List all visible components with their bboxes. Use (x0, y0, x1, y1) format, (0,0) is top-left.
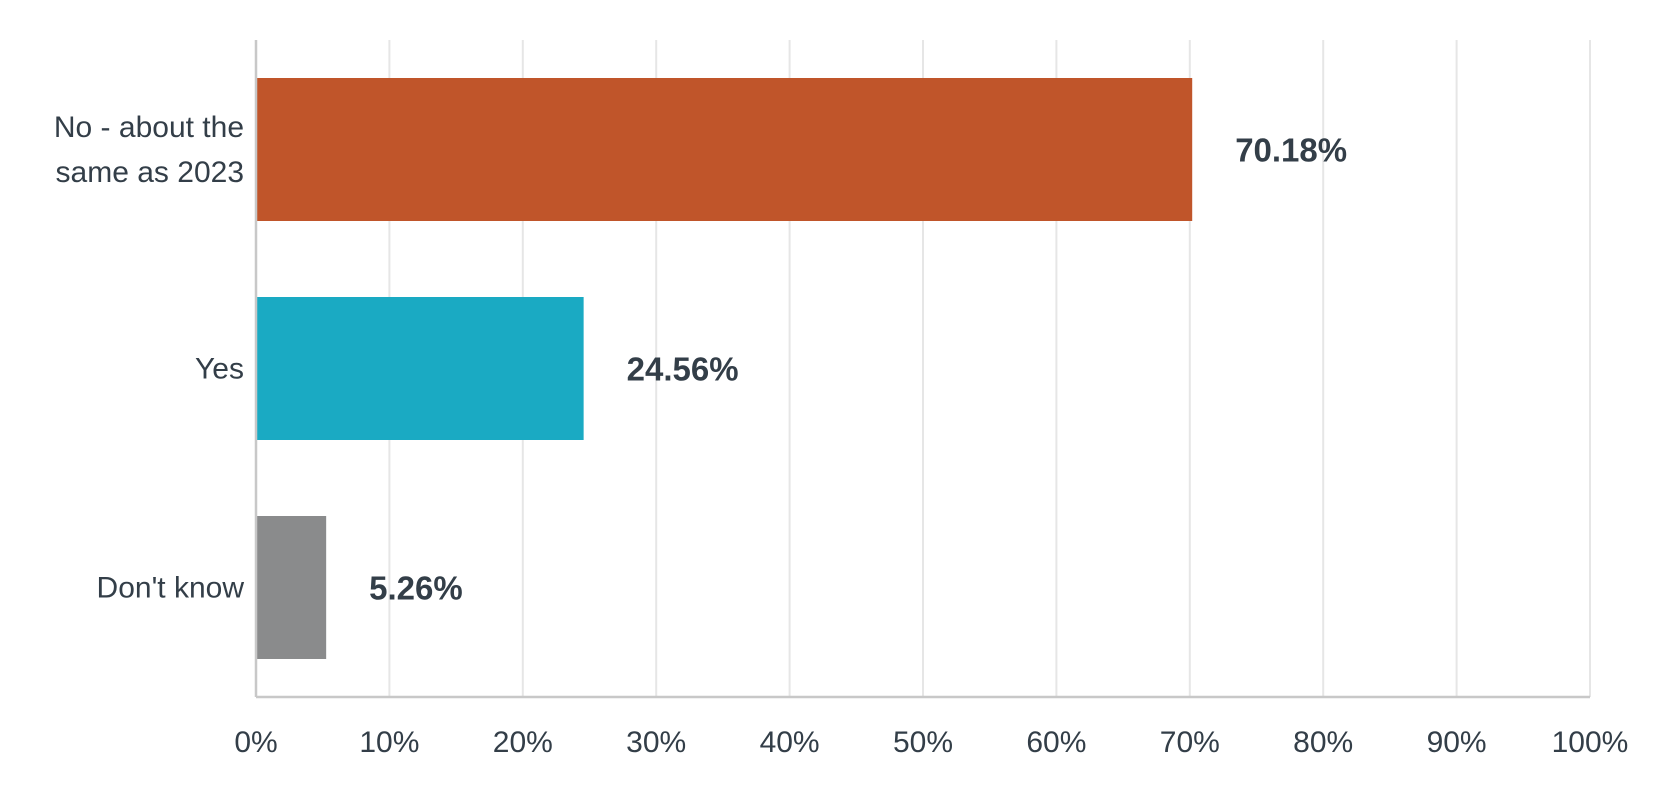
x-tick-label: 80% (1293, 726, 1353, 759)
x-tick-label: 0% (234, 726, 277, 759)
x-tick-label: 50% (893, 726, 953, 759)
x-tick-label: 100% (1552, 726, 1629, 759)
bar (256, 78, 1193, 221)
bars (256, 78, 1193, 659)
x-tick-label: 20% (493, 726, 553, 759)
x-tick-label: 40% (760, 726, 820, 759)
data-label: 24.56% (627, 351, 739, 388)
x-tick-label: 30% (626, 726, 686, 759)
bar (256, 297, 584, 440)
category-label: same as 2023 (56, 156, 244, 189)
data-label: 5.26% (369, 570, 463, 607)
bar (256, 516, 327, 659)
axes (254, 40, 1590, 699)
x-tick-label: 90% (1427, 726, 1487, 759)
labels: 0% 10% 20% 30% 40% 50% 60% 70% 80% 90% 100% 70.18% N… (54, 111, 1628, 759)
data-label: 70.18% (1235, 132, 1347, 169)
x-tick-label: 10% (359, 726, 419, 759)
x-tick-label: 70% (1160, 726, 1220, 759)
x-tick-label: 60% (1026, 726, 1086, 759)
category-label: Don't know (97, 572, 245, 605)
category-label: No - about the (54, 111, 244, 144)
category-label: Yes (195, 353, 244, 386)
